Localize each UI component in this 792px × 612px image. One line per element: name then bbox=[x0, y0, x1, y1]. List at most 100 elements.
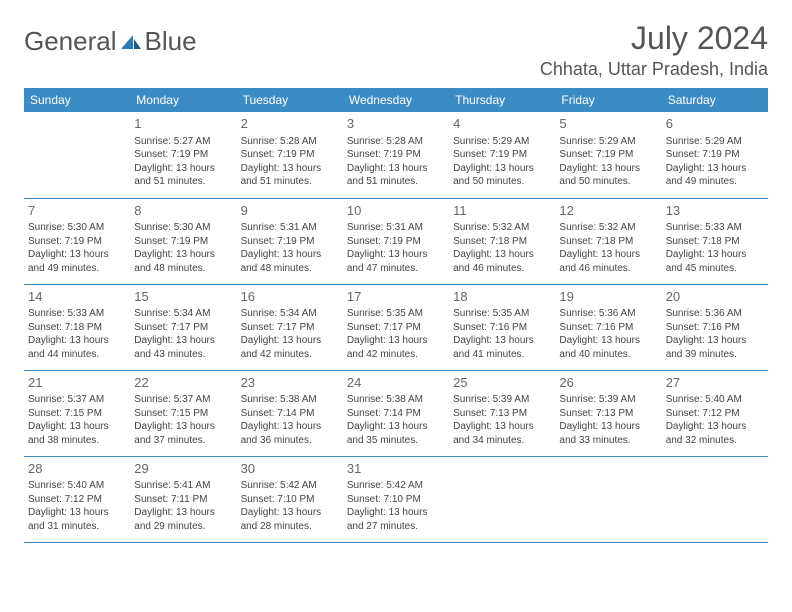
day-number: 7 bbox=[28, 202, 126, 220]
day-number: 20 bbox=[666, 288, 764, 306]
sunrise-text: Sunrise: 5:35 AM bbox=[347, 307, 445, 321]
calendar-day-cell: 15Sunrise: 5:34 AMSunset: 7:17 PMDayligh… bbox=[130, 284, 236, 370]
sunrise-text: Sunrise: 5:29 AM bbox=[453, 135, 551, 149]
calendar-day-cell: 21Sunrise: 5:37 AMSunset: 7:15 PMDayligh… bbox=[24, 370, 130, 456]
calendar-day-cell: 2Sunrise: 5:28 AMSunset: 7:19 PMDaylight… bbox=[237, 112, 343, 198]
sunset-text: Sunset: 7:19 PM bbox=[347, 235, 445, 249]
calendar-day-cell bbox=[662, 456, 768, 542]
day-number: 2 bbox=[241, 115, 339, 133]
sunset-text: Sunset: 7:19 PM bbox=[453, 148, 551, 162]
day-number: 18 bbox=[453, 288, 551, 306]
daylight-text: Daylight: 13 hours and 29 minutes. bbox=[134, 506, 232, 533]
day-header-sunday: Sunday bbox=[24, 88, 130, 112]
sunrise-text: Sunrise: 5:34 AM bbox=[241, 307, 339, 321]
daylight-text: Daylight: 13 hours and 44 minutes. bbox=[28, 334, 126, 361]
calendar-day-cell: 31Sunrise: 5:42 AMSunset: 7:10 PMDayligh… bbox=[343, 456, 449, 542]
day-number: 31 bbox=[347, 460, 445, 478]
logo-text-general: General bbox=[24, 26, 117, 57]
sunset-text: Sunset: 7:12 PM bbox=[666, 407, 764, 421]
sunset-text: Sunset: 7:11 PM bbox=[134, 493, 232, 507]
sunrise-text: Sunrise: 5:36 AM bbox=[559, 307, 657, 321]
calendar-day-cell: 25Sunrise: 5:39 AMSunset: 7:13 PMDayligh… bbox=[449, 370, 555, 456]
sunrise-text: Sunrise: 5:37 AM bbox=[134, 393, 232, 407]
day-number: 22 bbox=[134, 374, 232, 392]
month-title: July 2024 bbox=[540, 20, 768, 57]
sunrise-text: Sunrise: 5:38 AM bbox=[241, 393, 339, 407]
day-number: 16 bbox=[241, 288, 339, 306]
calendar-day-cell: 23Sunrise: 5:38 AMSunset: 7:14 PMDayligh… bbox=[237, 370, 343, 456]
sunset-text: Sunset: 7:17 PM bbox=[347, 321, 445, 335]
daylight-text: Daylight: 13 hours and 32 minutes. bbox=[666, 420, 764, 447]
sunset-text: Sunset: 7:19 PM bbox=[347, 148, 445, 162]
day-number: 17 bbox=[347, 288, 445, 306]
calendar-day-cell: 27Sunrise: 5:40 AMSunset: 7:12 PMDayligh… bbox=[662, 370, 768, 456]
sunrise-text: Sunrise: 5:27 AM bbox=[134, 135, 232, 149]
day-number: 4 bbox=[453, 115, 551, 133]
calendar-day-cell: 9Sunrise: 5:31 AMSunset: 7:19 PMDaylight… bbox=[237, 198, 343, 284]
daylight-text: Daylight: 13 hours and 27 minutes. bbox=[347, 506, 445, 533]
daylight-text: Daylight: 13 hours and 50 minutes. bbox=[453, 162, 551, 189]
location-subtitle: Chhata, Uttar Pradesh, India bbox=[540, 59, 768, 80]
sunset-text: Sunset: 7:16 PM bbox=[666, 321, 764, 335]
sunset-text: Sunset: 7:19 PM bbox=[666, 148, 764, 162]
sunrise-text: Sunrise: 5:39 AM bbox=[453, 393, 551, 407]
daylight-text: Daylight: 13 hours and 51 minutes. bbox=[347, 162, 445, 189]
daylight-text: Daylight: 13 hours and 50 minutes. bbox=[559, 162, 657, 189]
day-number: 27 bbox=[666, 374, 764, 392]
logo: General Blue bbox=[24, 26, 197, 57]
sunset-text: Sunset: 7:13 PM bbox=[453, 407, 551, 421]
sunset-text: Sunset: 7:18 PM bbox=[559, 235, 657, 249]
day-number: 3 bbox=[347, 115, 445, 133]
calendar-day-cell: 30Sunrise: 5:42 AMSunset: 7:10 PMDayligh… bbox=[237, 456, 343, 542]
sunset-text: Sunset: 7:19 PM bbox=[28, 235, 126, 249]
calendar-day-cell: 16Sunrise: 5:34 AMSunset: 7:17 PMDayligh… bbox=[237, 284, 343, 370]
sunrise-text: Sunrise: 5:29 AM bbox=[666, 135, 764, 149]
sunrise-text: Sunrise: 5:42 AM bbox=[241, 479, 339, 493]
calendar-day-cell: 12Sunrise: 5:32 AMSunset: 7:18 PMDayligh… bbox=[555, 198, 661, 284]
calendar-day-cell: 29Sunrise: 5:41 AMSunset: 7:11 PMDayligh… bbox=[130, 456, 236, 542]
sunrise-text: Sunrise: 5:39 AM bbox=[559, 393, 657, 407]
calendar-day-cell: 17Sunrise: 5:35 AMSunset: 7:17 PMDayligh… bbox=[343, 284, 449, 370]
sunrise-text: Sunrise: 5:28 AM bbox=[347, 135, 445, 149]
daylight-text: Daylight: 13 hours and 39 minutes. bbox=[666, 334, 764, 361]
daylight-text: Daylight: 13 hours and 28 minutes. bbox=[241, 506, 339, 533]
day-number: 28 bbox=[28, 460, 126, 478]
daylight-text: Daylight: 13 hours and 35 minutes. bbox=[347, 420, 445, 447]
daylight-text: Daylight: 13 hours and 42 minutes. bbox=[241, 334, 339, 361]
day-number: 1 bbox=[134, 115, 232, 133]
sunset-text: Sunset: 7:19 PM bbox=[134, 148, 232, 162]
sunrise-text: Sunrise: 5:28 AM bbox=[241, 135, 339, 149]
daylight-text: Daylight: 13 hours and 47 minutes. bbox=[347, 248, 445, 275]
daylight-text: Daylight: 13 hours and 34 minutes. bbox=[453, 420, 551, 447]
calendar-week-row: 7Sunrise: 5:30 AMSunset: 7:19 PMDaylight… bbox=[24, 198, 768, 284]
day-number: 26 bbox=[559, 374, 657, 392]
sunset-text: Sunset: 7:19 PM bbox=[241, 235, 339, 249]
day-number: 10 bbox=[347, 202, 445, 220]
calendar-day-cell: 4 Sunrise: 5:29 AMSunset: 7:19 PMDaylight… bbox=[449, 112, 555, 198]
day-header-friday: Friday bbox=[555, 88, 661, 112]
daylight-text: Daylight: 13 hours and 40 minutes. bbox=[559, 334, 657, 361]
daylight-text: Daylight: 13 hours and 31 minutes. bbox=[28, 506, 126, 533]
sunset-text: Sunset: 7:14 PM bbox=[347, 407, 445, 421]
daylight-text: Daylight: 13 hours and 48 minutes. bbox=[134, 248, 232, 275]
daylight-text: Daylight: 13 hours and 51 minutes. bbox=[134, 162, 232, 189]
day-number: 15 bbox=[134, 288, 232, 306]
sunrise-text: Sunrise: 5:38 AM bbox=[347, 393, 445, 407]
day-number: 24 bbox=[347, 374, 445, 392]
sunset-text: Sunset: 7:19 PM bbox=[559, 148, 657, 162]
sunset-text: Sunset: 7:17 PM bbox=[134, 321, 232, 335]
daylight-text: Daylight: 13 hours and 49 minutes. bbox=[666, 162, 764, 189]
daylight-text: Daylight: 13 hours and 36 minutes. bbox=[241, 420, 339, 447]
sunrise-text: Sunrise: 5:37 AM bbox=[28, 393, 126, 407]
sunrise-text: Sunrise: 5:31 AM bbox=[347, 221, 445, 235]
sunset-text: Sunset: 7:18 PM bbox=[453, 235, 551, 249]
day-header-tuesday: Tuesday bbox=[237, 88, 343, 112]
title-block: July 2024 Chhata, Uttar Pradesh, India bbox=[540, 20, 768, 80]
daylight-text: Daylight: 13 hours and 45 minutes. bbox=[666, 248, 764, 275]
calendar-day-cell: 20Sunrise: 5:36 AMSunset: 7:16 PMDayligh… bbox=[662, 284, 768, 370]
calendar-table: Sunday Monday Tuesday Wednesday Thursday… bbox=[24, 88, 768, 543]
sunrise-text: Sunrise: 5:29 AM bbox=[559, 135, 657, 149]
sunrise-text: Sunrise: 5:40 AM bbox=[666, 393, 764, 407]
sunrise-text: Sunrise: 5:41 AM bbox=[134, 479, 232, 493]
sunrise-text: Sunrise: 5:36 AM bbox=[666, 307, 764, 321]
